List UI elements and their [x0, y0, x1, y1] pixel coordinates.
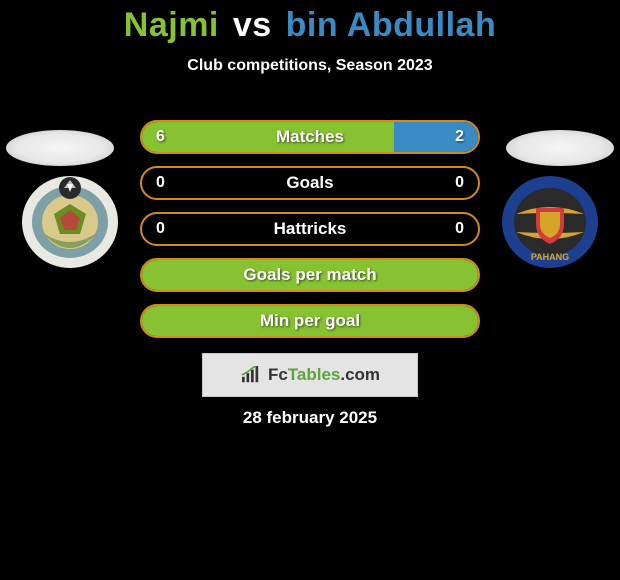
date-label: 28 february 2025: [0, 408, 620, 428]
stat-row: Min per goal: [140, 304, 480, 338]
watermark-text: FcTables.com: [268, 365, 380, 385]
brand-main: Tables: [288, 365, 341, 384]
comparison-title: Najmi vs bin Abdullah: [0, 6, 620, 45]
stat-label: Goals per match: [142, 265, 478, 285]
subtitle: Club competitions, Season 2023: [0, 57, 620, 75]
vs-text: vs: [233, 6, 272, 44]
player1-club-badge: [20, 174, 120, 270]
watermark: FcTables.com: [202, 353, 418, 397]
player2-platform: [506, 130, 614, 166]
stat-row: 00Hattricks: [140, 212, 480, 246]
player1-name: Najmi: [124, 6, 219, 44]
chart-icon: [240, 366, 262, 384]
stat-label: Matches: [142, 127, 478, 147]
stat-label: Hattricks: [142, 219, 478, 239]
brand-prefix: Fc: [268, 365, 288, 384]
player1-platform: [6, 130, 114, 166]
stat-label: Min per goal: [142, 311, 478, 331]
stat-row: Goals per match: [140, 258, 480, 292]
header: Najmi vs bin Abdullah Club competitions,…: [0, 0, 620, 75]
player2-club-badge: PAHANG: [500, 174, 600, 270]
stat-label: Goals: [142, 173, 478, 193]
brand-suffix: .com: [340, 365, 380, 384]
stat-row: 00Goals: [140, 166, 480, 200]
player2-name: bin Abdullah: [286, 6, 497, 44]
svg-text:PAHANG: PAHANG: [531, 252, 569, 262]
stats-panel: 62Matches 00Goals 00Hattricks Goals per mat…: [140, 120, 480, 350]
stat-row: 62Matches: [140, 120, 480, 154]
